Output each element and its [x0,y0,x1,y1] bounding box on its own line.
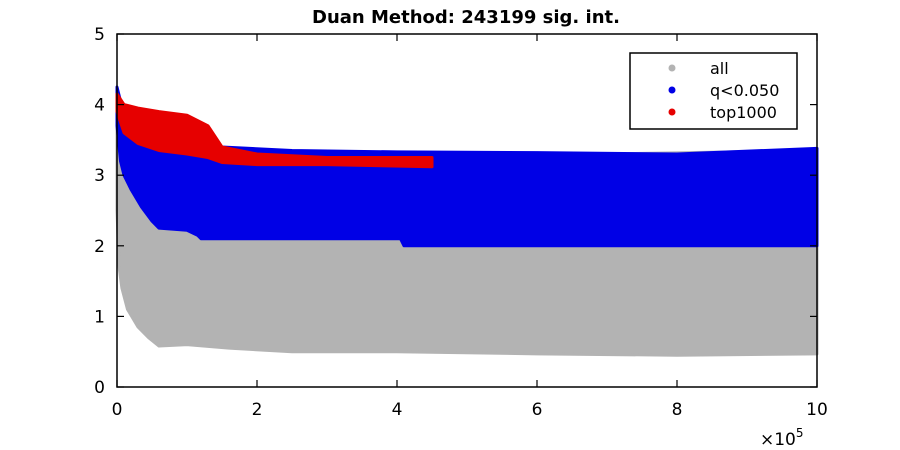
legend-marker-all [668,64,676,72]
y-tick-label: 3 [94,166,105,186]
x-tick-label: 10 [806,400,828,420]
x-tick-label: 0 [112,400,123,420]
y-tick-label: 2 [94,237,105,257]
legend-label-q: q<0.050 [710,81,779,100]
legend-label-all: all [710,59,729,78]
x-tick-label: 6 [532,400,543,420]
x-tick-label: 4 [392,400,403,420]
axes-box [116,33,818,388]
x-multiplier-exponent: 5 [796,426,804,440]
x-tick-label: 2 [252,400,263,420]
legend-label-top1000: top1000 [710,103,777,122]
x-multiplier-label: ×105 [760,426,804,450]
y-tick-label: 1 [94,307,105,327]
legend-box [629,52,798,130]
y-tick-label: 4 [94,96,105,116]
x-tick-label: 8 [672,400,683,420]
y-tick-label: 5 [94,25,105,45]
series-top1000-points [115,92,434,169]
legend-marker-top1000 [668,108,676,116]
x-multiplier-base: ×10 [760,430,796,450]
y-tick-label: 0 [94,378,105,398]
legend-marker-q [668,86,676,94]
legend: all q<0.050 top1000 [629,52,798,130]
plot-area [115,85,819,357]
chart-title: Duan Method: 243199 sig. int. [312,7,620,28]
axes: 0 2 4 6 8 10 0 1 2 3 4 5 [94,25,828,420]
